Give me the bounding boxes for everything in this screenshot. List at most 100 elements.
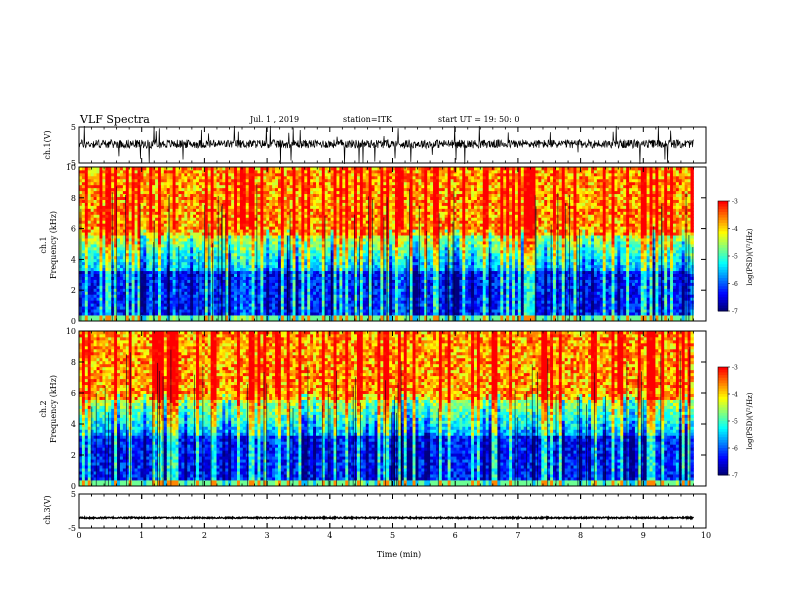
spectrogram-cell [160, 175, 165, 180]
spectrogram-cell [187, 202, 191, 206]
spectrogram-cell [248, 193, 253, 198]
spectrogram-cell [184, 223, 188, 227]
spectrogram-cell [108, 193, 112, 198]
spectrogram-cell [313, 273, 317, 277]
spectrogram-cell [155, 169, 159, 174]
ch1_waveform-trace [78, 125, 694, 165]
spectrogram-cell [251, 229, 255, 233]
spectrogram-cell [283, 220, 288, 224]
spectrogram-cell [321, 282, 326, 286]
spectrogram-cell [207, 217, 212, 221]
spectrogram-cell [231, 202, 235, 206]
spectrogram-cell [222, 264, 226, 269]
spectrogram-cell [198, 169, 203, 174]
spectrogram-cell [251, 226, 255, 230]
spectrogram-cell [219, 169, 223, 174]
spectrogram-cell [263, 244, 267, 248]
spectrogram-cell [149, 279, 153, 283]
spectrogram-cell [184, 232, 188, 236]
spectrogram-cell [237, 276, 241, 280]
spectrogram-cell [348, 208, 352, 212]
spectrogram-cell [204, 273, 209, 277]
spectrogram-cell [316, 309, 320, 313]
spectrogram-cell [155, 279, 159, 283]
spectrogram-cell [316, 288, 320, 292]
spectrogram-cell [348, 241, 352, 245]
spectrogram-cell [114, 211, 118, 215]
spectrogram-cell [125, 244, 130, 248]
spectrogram-cell [295, 306, 299, 310]
spectrogram-cell [275, 244, 279, 248]
spectrogram-cell [339, 226, 343, 230]
spectrogram-cell [248, 199, 253, 203]
spectrogram-cell [286, 282, 291, 286]
spectrogram-cell [275, 288, 279, 292]
spectrogram-cell [257, 249, 261, 254]
spectrogram-cell [289, 285, 293, 289]
spectrogram-cell [301, 249, 305, 254]
spectrogram-cell [333, 205, 337, 209]
spectrogram-cell [239, 264, 244, 269]
spectrogram-cell [169, 312, 174, 316]
spectrogram-cell [146, 214, 150, 218]
spectrogram-cell [251, 232, 255, 236]
spectrogram-cell [125, 214, 130, 218]
spectrogram-cell [245, 199, 250, 203]
spectrogram-cell [96, 276, 100, 280]
spectrogram-cell [292, 267, 296, 272]
spectrogram-cell [286, 193, 291, 198]
spectrogram-cell [310, 187, 314, 192]
spectrogram-cell [198, 267, 203, 272]
spectrogram-cell [272, 309, 276, 313]
spectrogram-cell [213, 318, 217, 322]
spectrogram-cell [277, 291, 282, 295]
spectrogram-cell [283, 193, 288, 198]
spectrogram-cell [143, 255, 147, 260]
spectrogram-cell [318, 223, 323, 227]
spectrogram-cell [155, 249, 159, 254]
spectrogram-cell [242, 255, 247, 260]
spectrogram-cell [304, 235, 308, 239]
spectrogram-cell [155, 270, 159, 275]
spectrogram-cell [105, 252, 109, 257]
spectrogram-cell [333, 238, 337, 242]
spectrogram-cell [263, 258, 267, 263]
spectrogram-cell [84, 232, 89, 236]
spectrogram-cell [146, 181, 150, 186]
spectrogram-cell [237, 273, 241, 277]
spectrogram-cell [160, 241, 165, 245]
spectrogram-cell [201, 264, 206, 269]
spectrogram-cell [219, 303, 223, 307]
spectrogram-cell [175, 306, 179, 310]
spectrogram-cell [96, 229, 100, 233]
spectrogram-cell [225, 294, 229, 298]
spectrogram-cell [125, 285, 130, 289]
spectrogram-cell [318, 208, 323, 212]
spectrogram-cell [207, 282, 212, 286]
spectrogram-cell [304, 246, 308, 251]
spectrogram-cell [117, 211, 121, 215]
spectrogram-cell [108, 175, 112, 180]
spectrogram-cell [228, 217, 232, 221]
spectrogram-cell [286, 291, 291, 295]
spectrogram-cell [125, 220, 130, 224]
spectrogram-cell [158, 288, 162, 292]
spectrogram-cell [321, 273, 326, 277]
spectrogram-cell [330, 282, 334, 286]
spectrogram-cell [105, 229, 109, 233]
spectrogram-cell [239, 229, 244, 233]
spectrogram-cell [222, 244, 226, 248]
spectrogram-cell [248, 270, 253, 275]
spectrogram-cell [87, 175, 92, 180]
spectrogram-cell [251, 315, 255, 319]
spectrogram-cell [286, 172, 291, 177]
spectrogram-cell [187, 273, 191, 277]
spectrogram-cell [81, 279, 86, 283]
spectrogram-cell [114, 285, 118, 289]
spectrogram-cell [175, 199, 179, 203]
spectrogram-cell [99, 300, 103, 304]
spectrogram-cell [336, 276, 340, 280]
spectrogram-cell [292, 223, 296, 227]
spectrogram-cell [119, 264, 124, 269]
